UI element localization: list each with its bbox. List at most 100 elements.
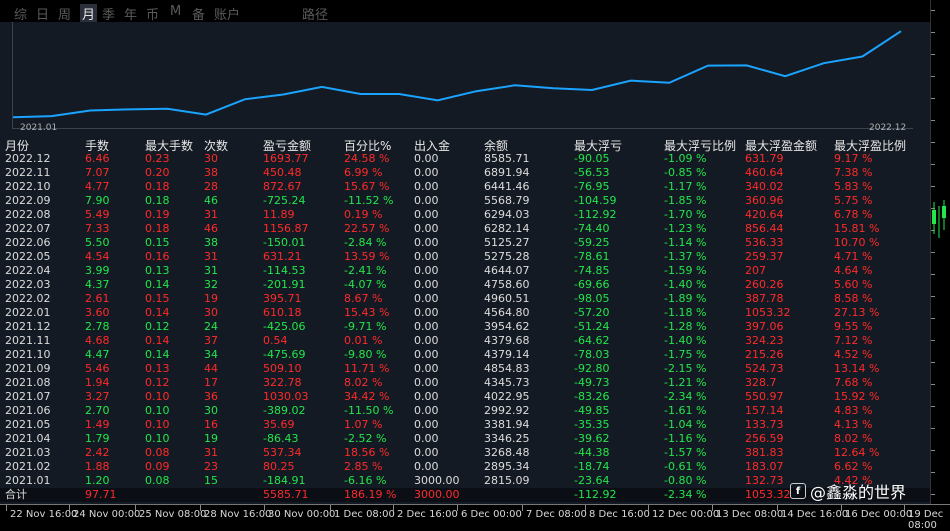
- table-cell: 31: [204, 250, 218, 263]
- table-cell: 2895.34: [484, 460, 530, 473]
- table-cell: 6294.03: [484, 208, 530, 221]
- time-label: 13 Dec 08:00: [716, 509, 784, 520]
- table-cell: 387.78: [745, 292, 784, 305]
- tab-10[interactable]: 账户: [214, 8, 241, 23]
- table-cell: 2022.11: [5, 166, 51, 179]
- tab-6[interactable]: 年: [124, 8, 138, 23]
- time-label: 14 Dec 16:00: [781, 509, 849, 520]
- table-cell: 4379.68: [484, 334, 530, 347]
- table-cell: 13.14 %: [834, 362, 880, 375]
- table-cell: 0.14: [145, 306, 170, 319]
- tab-8[interactable]: M: [170, 4, 182, 19]
- time-label: 22 Nov 16:00: [10, 509, 78, 520]
- table-cell: 4345.73: [484, 376, 530, 389]
- table-cell: 5.50: [85, 236, 110, 249]
- table-cell: 2021.02: [5, 460, 51, 473]
- price-tick: [931, 384, 935, 385]
- table-cell: 15.43 %: [344, 306, 390, 319]
- table-cell: -201.91: [263, 278, 306, 291]
- table-cell: 32: [204, 278, 218, 291]
- table-cell: 27.13 %: [834, 306, 880, 319]
- tab-2[interactable]: 日: [36, 8, 50, 23]
- price-tick: [931, 10, 935, 11]
- table-cell: 2.61: [85, 292, 110, 305]
- time-tick: [393, 505, 394, 511]
- table-cell: 537.34: [263, 446, 302, 459]
- total-cell: -112.92: [574, 488, 617, 501]
- table-cell: 872.67: [263, 180, 302, 193]
- table-cell: 37: [204, 334, 218, 347]
- table-cell: 0.14: [145, 348, 170, 361]
- table-cell: 8.58 %: [834, 292, 873, 305]
- table-cell: 133.73: [745, 418, 784, 431]
- table-cell: -2.15 %: [664, 362, 707, 375]
- table-row: 2022.04 3.99 0.13 31 -114.53 -2.41 % 0.00 4644.…: [0, 264, 930, 278]
- table-cell: 2021.06: [5, 404, 51, 417]
- table-cell: 5.49: [85, 208, 110, 221]
- tab-4[interactable]: 月: [80, 4, 98, 23]
- table-cell: 2022.04: [5, 264, 51, 277]
- table-cell: 0.13: [145, 264, 170, 277]
- table-cell: 0.00: [414, 362, 439, 375]
- table-cell: 460.64: [745, 166, 784, 179]
- table-cell: -78.61: [574, 250, 610, 263]
- table-cell: -57.20: [574, 306, 610, 319]
- price-tick: [931, 406, 935, 407]
- table-row: 2022.11 7.07 0.20 38 450.48 6.99 % 0.00 6891.94…: [0, 166, 930, 180]
- table-cell: -1.57 %: [664, 446, 707, 459]
- table-cell: -1.16 %: [664, 432, 707, 445]
- table-cell: 6.99 %: [344, 166, 383, 179]
- table-cell: 6441.46: [484, 180, 530, 193]
- table-cell: 2021.05: [5, 418, 51, 431]
- tab-9[interactable]: 备: [192, 8, 206, 23]
- tab-3[interactable]: 周: [58, 8, 72, 23]
- time-tick: [69, 505, 70, 511]
- table-cell: -1.85 %: [664, 194, 707, 207]
- table-cell: 0.54: [263, 334, 288, 347]
- table-cell: 12.64 %: [834, 446, 880, 459]
- table-cell: 17: [204, 376, 218, 389]
- table-cell: 0.10: [145, 418, 170, 431]
- table-row: 2021.09 5.46 0.13 44 509.10 11.71 % 0.00 4854.8…: [0, 362, 930, 376]
- table-cell: -9.80 %: [344, 348, 387, 361]
- table-cell: 19: [204, 432, 218, 445]
- table-cell: 2021.10: [5, 348, 51, 361]
- column-header: 手数: [85, 139, 110, 153]
- table-cell: 0.08: [145, 474, 170, 487]
- table-cell: -11.50 %: [344, 404, 394, 417]
- table-cell: 2022.06: [5, 236, 51, 249]
- table-cell: 3346.25: [484, 432, 530, 445]
- table-cell: 0.10: [145, 432, 170, 445]
- price-scale: [930, 0, 950, 504]
- table-cell: 1053.32: [745, 306, 791, 319]
- tab-1[interactable]: 综: [14, 8, 28, 23]
- price-tick: [931, 296, 935, 297]
- tab-7[interactable]: 币: [146, 8, 160, 23]
- table-row: 2021.07 3.27 0.10 36 1030.03 34.42 % 0.00 4022.…: [0, 390, 930, 404]
- tab-11[interactable]: 路径: [302, 8, 329, 23]
- time-tick: [6, 505, 7, 511]
- table-cell: 0.00: [414, 222, 439, 235]
- table-cell: -2.52 %: [344, 432, 387, 445]
- price-tick: [931, 164, 935, 165]
- table-row: 2022.10 4.77 0.18 28 872.67 15.67 % 0.00 6441.4…: [0, 180, 930, 194]
- price-tick: [931, 32, 935, 33]
- table-cell: 0.14: [145, 278, 170, 291]
- price-tick: [931, 472, 935, 473]
- curve-x-start-label: 2021.01: [20, 123, 58, 133]
- table-cell: 15.67 %: [344, 180, 390, 193]
- table-cell: 4564.80: [484, 306, 530, 319]
- table-cell: 2021.04: [5, 432, 51, 445]
- table-cell: 1.94: [85, 376, 110, 389]
- tab-5[interactable]: 季: [102, 8, 116, 23]
- table-cell: 22.57 %: [344, 222, 390, 235]
- equity-curve-line: [13, 30, 902, 119]
- table-cell: 4.64 %: [834, 264, 873, 277]
- table-total-row: 合计 97.71 5585.71 186.19 % 3000.00 -112.92 -2.3…: [0, 488, 930, 502]
- table-cell: 0.00: [414, 194, 439, 207]
- table-cell: -69.66: [574, 278, 610, 291]
- price-tick: [931, 120, 935, 121]
- price-tick: [931, 494, 935, 495]
- table-cell: 856.44: [745, 222, 784, 235]
- watermark-text: @鑫淼的世界: [810, 483, 907, 502]
